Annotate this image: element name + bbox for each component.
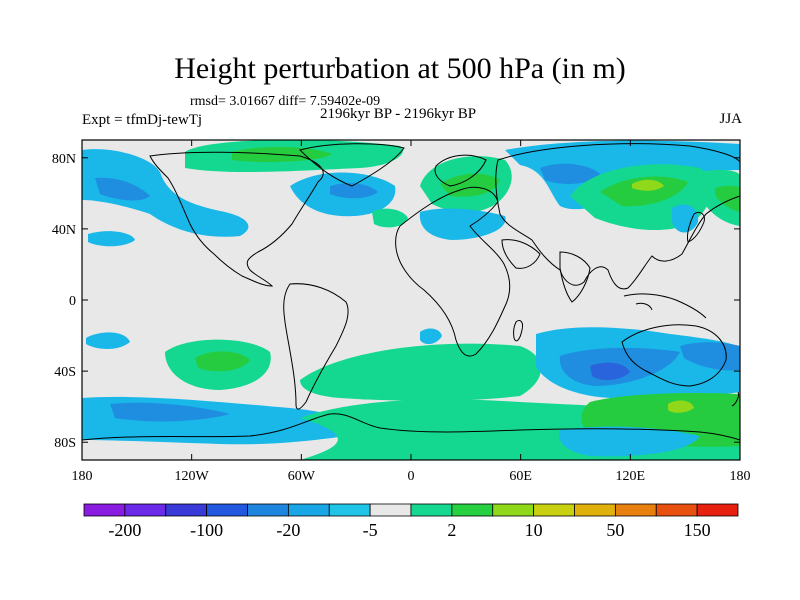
colorbar-swatch — [83, 503, 126, 517]
x-tick-label: 0 — [408, 469, 415, 484]
colorbar-swatch — [451, 503, 494, 517]
contour-antarctic-blue-east — [559, 426, 700, 457]
contour-asia-core — [632, 179, 664, 191]
colorbar-swatch — [206, 503, 248, 517]
colorbar-swatch — [410, 503, 453, 517]
x-tick-label: 60W — [288, 469, 316, 484]
y-tick-label: 40S — [54, 365, 76, 380]
colorbar-swatch — [165, 503, 208, 517]
contour-fields — [82, 140, 740, 460]
colorbar-swatch — [287, 503, 330, 517]
coastline-greenland — [299, 143, 405, 187]
experiment-label: Expt = tfmDj-tewTj — [82, 112, 203, 128]
coastline-asia — [495, 143, 740, 290]
coastline-madagascar — [513, 319, 523, 342]
contour-npacific-darkblue — [95, 177, 150, 201]
coastline-india — [559, 251, 591, 303]
contour-spacific-darkgreen — [195, 351, 250, 372]
colorbar-swatch — [247, 503, 289, 517]
coastline-north-america — [149, 151, 324, 287]
coastline-europe-africa — [395, 186, 511, 357]
contour-spacific-west-core — [668, 400, 694, 413]
coastline-antarctica — [82, 413, 740, 441]
contour-east-asia-blue — [672, 204, 699, 233]
y-tick-label: 80N — [52, 152, 76, 167]
x-tick-label: 120E — [616, 469, 646, 484]
coastline-indonesia — [623, 293, 707, 319]
colorbar-swatch — [492, 503, 535, 517]
season-label: JJA — [719, 111, 742, 127]
colorbar-swatch — [574, 503, 616, 517]
y-tick-label: 40N — [52, 223, 76, 238]
x-tick-label: 180 — [72, 469, 93, 484]
colorbar: -200 -100 -20 -5 2 10 50 150 — [83, 503, 739, 540]
colorbar-swatch — [328, 503, 371, 517]
y-tick-label: 0 — [69, 294, 76, 309]
contour-natlantic-darkblue — [330, 183, 378, 199]
colorbar-swatch — [696, 503, 739, 517]
coastline-arabia — [501, 239, 541, 269]
stats-text: rmsd= 3.01667 diff= 7.59402e-09 — [190, 94, 381, 109]
contour-asia-darkgreen — [600, 176, 688, 207]
contour-europe-darkgreen — [440, 173, 500, 197]
contour-spacific-blue-small — [86, 332, 130, 349]
coastline-south-america — [283, 283, 349, 410]
x-axis: 180 120W 60W 0 60E 120E 180 — [72, 140, 751, 484]
y-tick-label: 80S — [54, 436, 76, 451]
contour-indian-darkblue — [590, 362, 630, 381]
map-title: Height perturbation at 500 hPa (in m) — [174, 52, 626, 85]
contour-asia-darkblue — [540, 163, 600, 184]
colorbar-label: 10 — [525, 520, 543, 540]
coastline-scandinavia — [434, 154, 487, 187]
colorbar-label: -5 — [363, 520, 378, 540]
colorbar-swatch — [124, 503, 167, 517]
x-tick-label: 120W — [175, 469, 210, 484]
contour-satlantic-green — [300, 343, 541, 401]
colorbar-label: 150 — [684, 520, 711, 540]
x-tick-label: 180 — [730, 469, 751, 484]
colorbar-swatch — [614, 503, 657, 517]
colorbar-label: 50 — [606, 520, 624, 540]
period-label: 2196kyr BP - 2196kyr BP — [320, 106, 477, 122]
contour-pacific-small-blue — [88, 231, 135, 247]
coastline-australia — [621, 324, 727, 387]
coastline-japan — [687, 211, 705, 243]
colorbar-swatch — [369, 503, 412, 517]
colorbar-label: 2 — [447, 520, 456, 540]
coastline-new-zealand — [731, 391, 739, 407]
coastlines — [82, 143, 740, 441]
colorbar-label: -200 — [108, 520, 141, 540]
colorbar-label: -100 — [190, 520, 223, 540]
contour-midatl-green — [372, 208, 408, 228]
y-axis: 80N 40N 0 40S 80S — [52, 152, 740, 451]
x-tick-label: 60E — [509, 469, 532, 484]
colorbar-swatch — [655, 503, 698, 517]
colorbar-label: -20 — [276, 520, 300, 540]
contour-southern-darkblue — [110, 402, 230, 422]
contour-npacific-east-darkgreen — [715, 185, 740, 212]
contour-npacific-blue — [82, 149, 249, 237]
colorbar-swatch — [533, 503, 575, 517]
contour-south-america-blue — [420, 328, 442, 345]
